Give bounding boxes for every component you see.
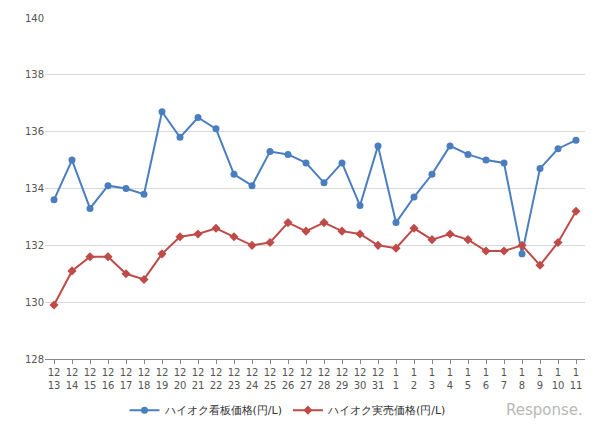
svg-text:1224: 1224 (246, 367, 259, 391)
svg-text:Response.: Response. (506, 401, 583, 419)
svg-text:110: 110 (552, 367, 565, 391)
svg-text:11: 11 (393, 367, 399, 391)
svg-text:1214: 1214 (66, 367, 79, 391)
svg-text:1215: 1215 (84, 367, 97, 391)
svg-text:130: 130 (25, 297, 44, 308)
svg-text:1231: 1231 (372, 367, 385, 391)
svg-text:138: 138 (25, 69, 44, 80)
svg-text:1217: 1217 (120, 367, 133, 391)
svg-text:1223: 1223 (228, 367, 241, 391)
svg-text:15: 15 (465, 367, 471, 391)
svg-text:1226: 1226 (282, 367, 295, 391)
svg-text:1219: 1219 (156, 367, 169, 391)
svg-text:1216: 1216 (102, 367, 115, 391)
svg-text:19: 19 (537, 367, 543, 391)
svg-text:14: 14 (447, 367, 453, 391)
svg-text:18: 18 (519, 367, 525, 391)
svg-text:12: 12 (411, 367, 417, 391)
svg-text:132: 132 (25, 240, 44, 251)
svg-text:1230: 1230 (354, 367, 367, 391)
svg-text:1222: 1222 (210, 367, 223, 391)
svg-text:1213: 1213 (48, 367, 61, 391)
svg-text:134: 134 (25, 183, 44, 194)
svg-text:16: 16 (483, 367, 489, 391)
svg-text:136: 136 (25, 126, 44, 137)
svg-text:111: 111 (570, 367, 583, 391)
svg-text:1220: 1220 (174, 367, 187, 391)
svg-text:1218: 1218 (138, 367, 151, 391)
svg-text:ハイオク看板価格(円/L): ハイオク看板価格(円/L) (164, 404, 282, 417)
svg-text:128: 128 (25, 354, 44, 365)
svg-text:1229: 1229 (336, 367, 349, 391)
svg-text:1228: 1228 (318, 367, 331, 391)
svg-text:140: 140 (25, 13, 44, 24)
svg-text:17: 17 (501, 367, 507, 391)
svg-text:ハイオク実売価格(円/L): ハイオク実売価格(円/L) (327, 404, 445, 417)
svg-text:1225: 1225 (264, 367, 277, 391)
svg-text:1221: 1221 (192, 367, 205, 391)
svg-text:1227: 1227 (300, 367, 313, 391)
svg-text:13: 13 (429, 367, 435, 391)
